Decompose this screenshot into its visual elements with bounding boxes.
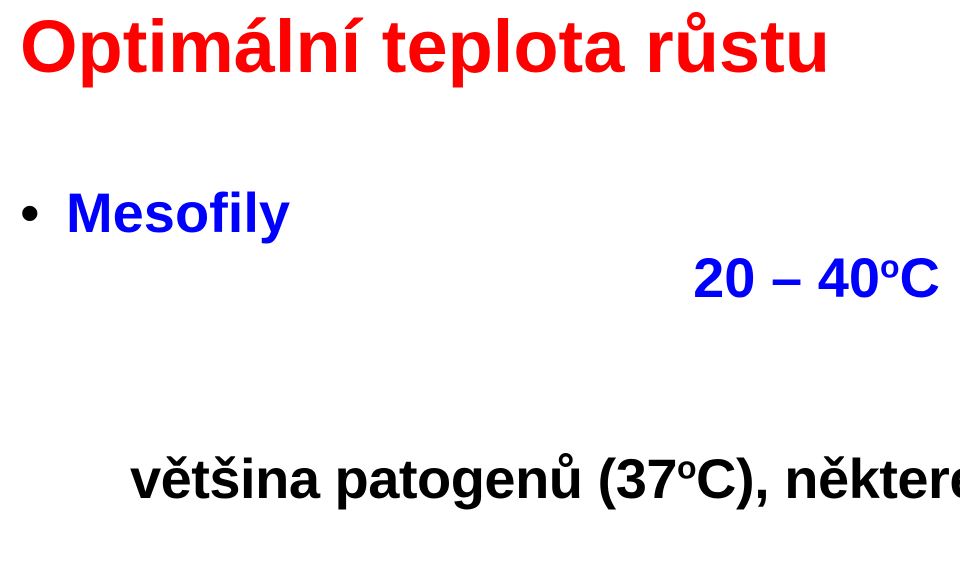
bullet-icon: •	[20, 180, 66, 245]
page-title: Optimální teplota růstu	[20, 8, 830, 86]
item-text: většina patogenů (37oC), některé	[40, 381, 960, 572]
bullet-list: • Mesofily 20 – 40oC • většina patogenů …	[20, 180, 940, 572]
list-item: • většina patogenů (37oC), některé	[20, 381, 940, 572]
list-item: • Mesofily 20 – 40oC	[20, 180, 940, 375]
item-value: 20 – 40oC	[600, 180, 940, 375]
item-label: Mesofily	[66, 180, 290, 245]
